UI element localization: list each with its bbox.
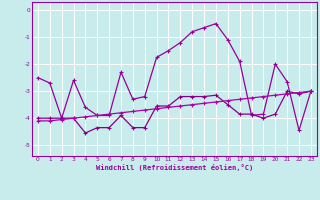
X-axis label: Windchill (Refroidissement éolien,°C): Windchill (Refroidissement éolien,°C) [96,164,253,171]
